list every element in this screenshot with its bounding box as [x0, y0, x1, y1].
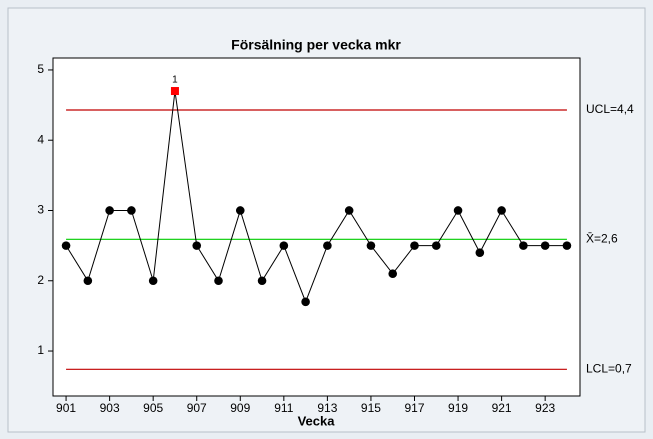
data-point: [453, 206, 463, 215]
data-point: [127, 206, 136, 215]
data-point: [344, 206, 354, 215]
data-point: [105, 206, 114, 215]
data-point: [148, 276, 158, 286]
y-tick-label: 3: [37, 203, 44, 217]
x-tick-label: 909: [230, 401, 250, 415]
data-point: [192, 241, 202, 250]
data-point: [235, 206, 245, 215]
x-tick-label: 907: [187, 401, 207, 415]
data-point: [431, 241, 441, 250]
x-tick-label: 915: [361, 401, 381, 415]
x-tick-label: 917: [404, 401, 424, 415]
series-line: [65, 90, 567, 304]
data-point: [410, 241, 419, 250]
data-point: [497, 206, 506, 215]
control-limit-label: X̄=2,6: [586, 231, 618, 245]
x-tick-label: 919: [448, 401, 468, 415]
chart-title: Försälning per vecka mkr: [231, 37, 401, 53]
control-limit-label: UCL=4,4: [586, 102, 634, 116]
y-tick-label: 5: [37, 62, 44, 76]
data-point: [279, 241, 289, 250]
x-tick-label: 923: [535, 401, 555, 415]
y-tick-label: 4: [37, 132, 44, 146]
flag-label: 1: [172, 75, 178, 86]
control-limit-label: LCL=0,7: [586, 361, 632, 375]
data-point: [540, 241, 550, 250]
data-point: [519, 241, 528, 250]
y-tick-label: 1: [37, 343, 44, 357]
data-point: [61, 241, 71, 250]
plot-area: [52, 57, 581, 397]
x-tick-label: 901: [56, 401, 76, 415]
data-point: [323, 241, 332, 250]
x-tick-label: 913: [317, 401, 337, 415]
x-tick-label: 905: [143, 401, 163, 415]
x-tick-label: 921: [492, 401, 512, 415]
data-point: [366, 241, 376, 250]
data-point: [83, 276, 93, 286]
data-point: [257, 276, 267, 286]
data-point: [214, 276, 223, 286]
data-point: [301, 297, 310, 307]
x-tick-label: 903: [100, 401, 120, 415]
data-point: [475, 248, 485, 257]
x-tick-label: 911: [274, 401, 293, 415]
y-tick-label: 2: [37, 273, 44, 287]
flagged-point: [170, 87, 179, 96]
data-point: [388, 269, 398, 279]
x-axis-label: Vecka: [298, 413, 336, 428]
data-point: [562, 241, 572, 250]
